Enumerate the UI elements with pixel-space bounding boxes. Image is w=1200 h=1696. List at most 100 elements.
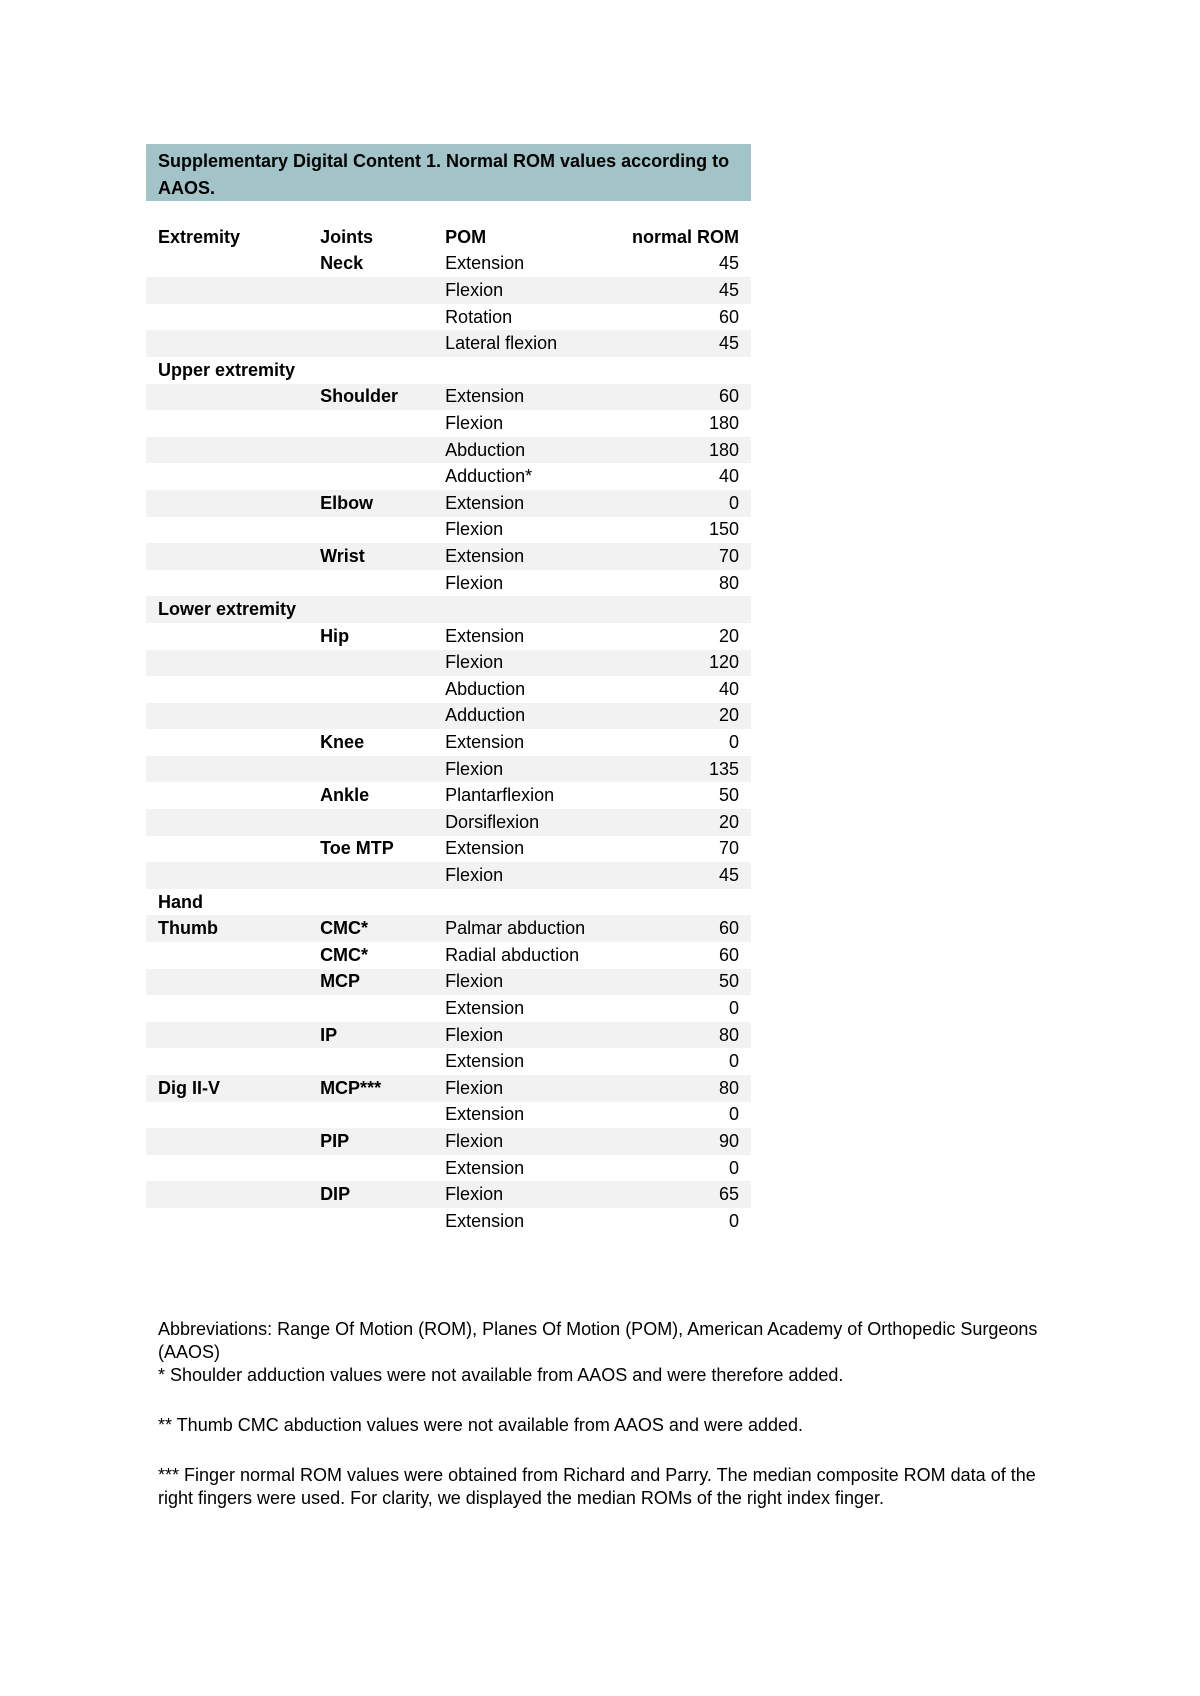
table-cell: Plantarflexion bbox=[445, 785, 555, 806]
table-cell bbox=[146, 570, 308, 597]
table-cell: Extension bbox=[445, 1051, 525, 1072]
table-cell: Radial abduction bbox=[445, 944, 580, 965]
table-cell bbox=[146, 995, 308, 1022]
table-cell bbox=[308, 676, 433, 703]
rom-table: Extremity Joints POM normal ROM Neck Extensio… bbox=[146, 224, 751, 1235]
table-cell: Flexion bbox=[433, 649, 610, 677]
table-cell bbox=[146, 1208, 308, 1235]
table-cell: Extension bbox=[445, 998, 525, 1019]
table-row: Shoulder Extension 60 bbox=[146, 383, 751, 411]
table-cell: 45 bbox=[718, 253, 739, 274]
table-cell: Abduction bbox=[445, 678, 526, 699]
table-cell: Extension bbox=[445, 838, 525, 859]
table-row: Flexion 45 bbox=[146, 277, 751, 304]
table-cell: Upper extremity bbox=[158, 359, 296, 380]
header-cell: Extremity bbox=[158, 226, 241, 247]
table-cell: Flexion bbox=[433, 862, 610, 889]
table-row: Adduction* 40 bbox=[146, 463, 751, 490]
table-cell: Flexion bbox=[433, 1021, 610, 1049]
header-cell: POM bbox=[445, 226, 487, 247]
table-cell bbox=[308, 889, 433, 916]
table-row: Ankle Plantarflexion 50 bbox=[146, 782, 751, 809]
table-row: Dig II-V MCP*** Flexion 80 bbox=[146, 1075, 751, 1102]
table-cell: 20 bbox=[718, 625, 739, 646]
table-row: Abduction 180 bbox=[146, 436, 751, 464]
table-cell: 65 bbox=[609, 1181, 751, 1208]
table-row: Hand bbox=[146, 889, 751, 916]
table-cell bbox=[146, 942, 308, 969]
table-cell: 45 bbox=[609, 862, 751, 889]
note: Abbreviations: Range Of Motion (ROM), Pl… bbox=[158, 1319, 1038, 1362]
table-cell bbox=[146, 729, 308, 756]
table-cell: 180 bbox=[609, 436, 751, 464]
table-cell: Flexion bbox=[433, 1128, 610, 1155]
table-cell: Extension bbox=[445, 732, 525, 753]
table-row: Thumb CMC* Palmar abduction 60 bbox=[146, 915, 751, 943]
table-cell bbox=[146, 676, 308, 703]
table-cell bbox=[308, 570, 433, 597]
table-cell bbox=[308, 1102, 433, 1129]
table-cell: Flexion bbox=[445, 519, 504, 540]
table-cell: 80 bbox=[718, 572, 739, 593]
table-row: Neck Extension 45 bbox=[146, 251, 751, 278]
table-cell: 50 bbox=[718, 785, 739, 806]
table-cell: Dorsiflexion bbox=[433, 809, 610, 836]
table-cell bbox=[433, 357, 610, 384]
table-cell: Toe MTP bbox=[320, 838, 394, 859]
table-cell: 20 bbox=[609, 702, 751, 730]
table-cell bbox=[308, 1048, 433, 1075]
table-cell bbox=[146, 782, 308, 809]
table-cell bbox=[146, 463, 308, 490]
table-cell: Elbow bbox=[308, 489, 434, 517]
table-cell: 0 bbox=[728, 1051, 739, 1072]
table-cell bbox=[433, 889, 610, 916]
table-cell: 60 bbox=[718, 944, 739, 965]
table-cell: MCP bbox=[308, 968, 434, 996]
table-row: Flexion 135 bbox=[146, 755, 751, 783]
table-cell bbox=[433, 596, 610, 623]
table-cell: 0 bbox=[728, 998, 739, 1019]
table-cell: 180 bbox=[708, 412, 739, 433]
note: ** Thumb CMC abduction values were not a… bbox=[158, 1415, 804, 1435]
table-cell: 0 bbox=[728, 1104, 739, 1125]
table-cell: 150 bbox=[708, 519, 739, 540]
table-row: PIP Flexion 90 bbox=[146, 1128, 751, 1155]
table-cell bbox=[146, 383, 309, 411]
table-cell: Shoulder bbox=[308, 383, 434, 411]
table-cell: Rotation bbox=[445, 306, 513, 327]
table-cell: 135 bbox=[609, 755, 751, 783]
table-cell bbox=[146, 702, 309, 730]
table-cell: Flexion bbox=[433, 755, 610, 783]
table-cell: Hand bbox=[158, 891, 203, 912]
table-cell: Hip bbox=[320, 625, 350, 646]
table-cell: Lower extremity bbox=[146, 596, 309, 623]
note: * Shoulder adduction values were not ava… bbox=[158, 1365, 844, 1385]
table-cell bbox=[308, 649, 434, 677]
table-cell bbox=[146, 251, 308, 278]
table-cell: Flexion bbox=[433, 1075, 610, 1102]
table-cell bbox=[146, 968, 309, 996]
table-row: Adduction 20 bbox=[146, 702, 751, 730]
table-cell: Knee bbox=[320, 732, 365, 753]
table-cell bbox=[146, 755, 309, 783]
table-cell bbox=[308, 596, 434, 623]
table-cell: 0 bbox=[609, 489, 751, 517]
table-cell bbox=[308, 436, 434, 464]
table-row: Hip Extension 20 bbox=[146, 623, 751, 650]
table-title: Supplementary Digital Content 1. Normal … bbox=[146, 144, 751, 201]
header-cell: normal ROM bbox=[631, 226, 739, 247]
table-cell bbox=[308, 755, 434, 783]
header-row: Extremity Joints POM normal ROM bbox=[146, 224, 751, 251]
table-cell: 45 bbox=[609, 330, 751, 357]
table-cell bbox=[146, 489, 309, 517]
table-cell: Flexion bbox=[433, 968, 610, 996]
table-row: Flexion 80 bbox=[146, 570, 751, 597]
table-cell: Extension bbox=[445, 1104, 525, 1125]
table-row: CMC* Radial abduction 60 bbox=[146, 942, 751, 969]
table-row: Flexion 45 bbox=[146, 862, 751, 889]
table-cell: 20 bbox=[609, 809, 751, 836]
note: *** Finger normal ROM values were obtain… bbox=[158, 1465, 1036, 1508]
table-cell bbox=[146, 1021, 309, 1049]
table-row: Knee Extension 0 bbox=[146, 729, 751, 756]
table-cell bbox=[146, 410, 308, 437]
